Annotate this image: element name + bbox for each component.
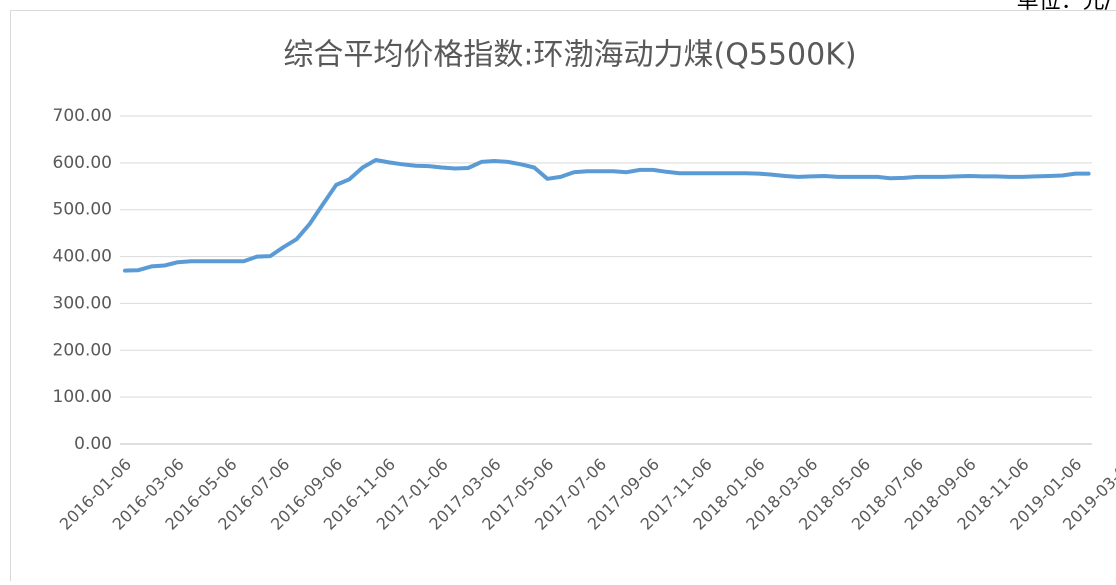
y-tick-label: 0.00 bbox=[74, 434, 112, 454]
y-tick-label: 100.00 bbox=[53, 387, 112, 407]
chart-title: 综合平均价格指数:环渤海动力煤(Q5500K) bbox=[283, 38, 856, 73]
y-tick-label: 600.00 bbox=[53, 153, 112, 173]
y-tick-label: 400.00 bbox=[53, 247, 112, 267]
unit-note: 单位：元/ bbox=[1017, 0, 1113, 14]
y-tick-label: 500.00 bbox=[53, 200, 112, 220]
y-tick-label: 200.00 bbox=[53, 340, 112, 360]
y-tick-label: 300.00 bbox=[53, 293, 112, 313]
y-tick-label: 700.00 bbox=[53, 106, 112, 126]
